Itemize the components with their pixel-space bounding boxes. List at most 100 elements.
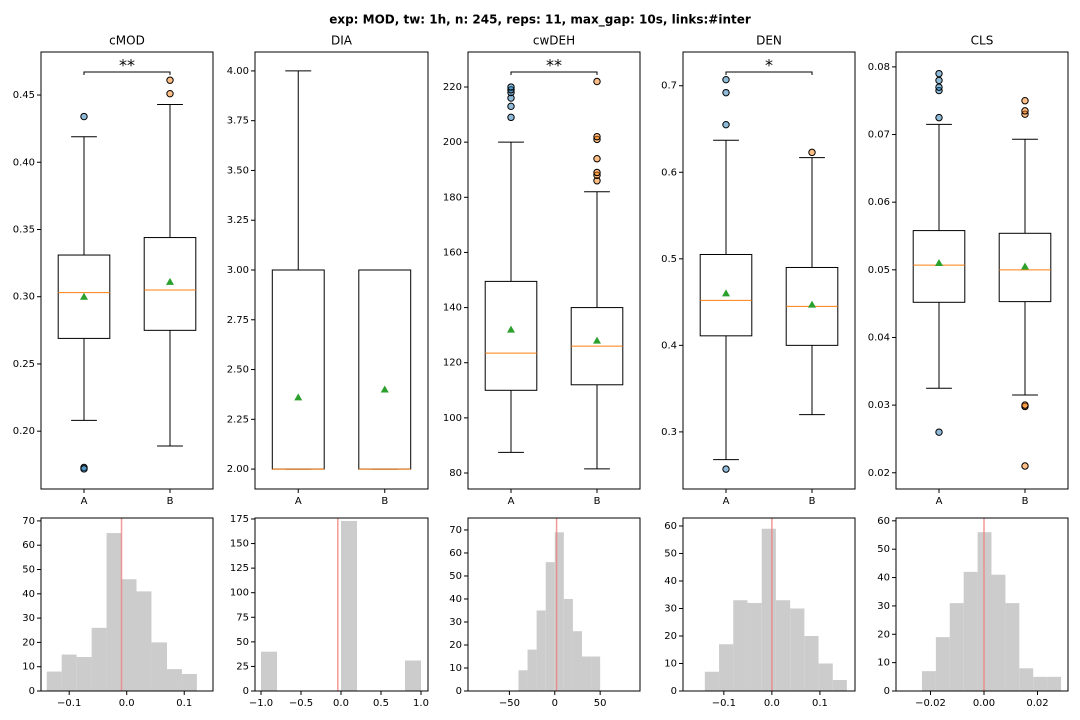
y-tick-label: 150: [230, 539, 249, 550]
outlier: [935, 83, 943, 91]
y-tick-label: 60: [877, 516, 890, 527]
axes-frame: [682, 517, 856, 692]
y-tick-label: 0.08: [868, 62, 890, 73]
outlier: [1021, 107, 1029, 115]
outlier: [166, 89, 174, 98]
outlier: [593, 132, 601, 141]
y-tick-label: 0: [884, 686, 890, 697]
x-tick-label: −50: [499, 698, 520, 709]
mean-marker: [380, 385, 389, 393]
y-tick-label: 60: [449, 548, 462, 559]
y-tick-label: 20: [22, 637, 35, 648]
axes-frame: [467, 517, 641, 692]
outlier: [507, 83, 515, 91]
hist-bar: [1033, 676, 1048, 691]
outlier: [593, 154, 601, 163]
x-tick-label: 1.0: [413, 698, 429, 709]
hist-bar: [76, 656, 92, 691]
hist-bar: [136, 591, 152, 691]
mean-marker: [166, 277, 174, 285]
hist-bar: [818, 663, 833, 691]
y-tick-label: 0.4: [661, 340, 677, 351]
y-tick-label: 0.5: [661, 254, 677, 265]
panel-title: DEN: [756, 34, 782, 48]
x-tick-label: B: [1022, 496, 1029, 507]
y-tick-label: 0.06: [868, 197, 890, 208]
y-tick-label: 40: [22, 589, 35, 600]
outlier: [722, 75, 730, 84]
hist-bar: [151, 642, 167, 691]
x-tick-label: 0.1: [812, 698, 828, 709]
outlier: [507, 113, 515, 122]
hist-bar: [121, 579, 137, 691]
hist-bar: [704, 671, 720, 691]
x-tick-label: −0.5: [289, 698, 313, 709]
hist-bar: [1019, 668, 1034, 691]
outlier: [593, 168, 601, 177]
outlier: [935, 113, 943, 122]
panel-title: CLS: [971, 34, 994, 48]
axes-frame: [40, 51, 214, 490]
x-tick-label: B: [809, 496, 816, 507]
y-tick-label: 70: [22, 516, 35, 527]
hist-bar: [591, 656, 601, 691]
box: [358, 269, 412, 470]
box: [143, 237, 197, 331]
axes-frame: [895, 517, 1069, 692]
y-tick-label: 40: [877, 573, 890, 584]
hist-bar: [554, 532, 564, 691]
y-tick-label: 10: [877, 658, 890, 669]
y-tick-label: 50: [236, 637, 249, 648]
y-tick-label: 3.50: [227, 165, 249, 176]
x-tick-label: −0.02: [915, 698, 946, 709]
y-tick-label: 2.25: [227, 414, 249, 425]
y-tick-label: 20: [664, 631, 677, 642]
y-tick-label: 60: [22, 540, 35, 551]
y-tick-label: 0.40: [13, 157, 35, 168]
panel-title: cMOD: [109, 34, 145, 48]
y-tick-label: 20: [877, 629, 890, 640]
x-tick-label: A: [723, 496, 730, 507]
hist-bar: [963, 571, 978, 691]
y-tick-label: 2.50: [227, 365, 249, 376]
mean-marker: [294, 393, 303, 401]
y-tick-label: 80: [449, 468, 462, 479]
hist-bar: [1047, 676, 1062, 691]
mean-marker: [80, 292, 88, 300]
y-tick-label: 100: [230, 588, 249, 599]
outlier: [1021, 401, 1029, 409]
axes-frame: [467, 51, 641, 490]
y-tick-label: 20: [449, 640, 462, 651]
axes-frame: [895, 51, 1069, 490]
y-tick-label: 2.00: [227, 464, 249, 475]
y-tick-label: 140: [443, 303, 462, 314]
y-tick-label: 0.25: [13, 359, 35, 370]
y-tick-label: 0.03: [868, 400, 890, 411]
x-tick-label: B: [594, 496, 601, 507]
outlier: [166, 76, 174, 84]
y-tick-label: 0: [243, 686, 249, 697]
outlier: [935, 76, 943, 85]
x-tick-label: 50: [594, 698, 607, 709]
hist-bar: [261, 651, 277, 691]
y-tick-label: 0.02: [868, 468, 890, 479]
box: [271, 269, 325, 470]
hist-bar: [582, 656, 592, 691]
y-tick-label: 0.6: [661, 167, 677, 178]
hist-bar: [405, 660, 421, 691]
y-tick-label: 120: [443, 358, 462, 369]
x-tick-label: B: [167, 496, 174, 507]
mean-marker: [1021, 262, 1029, 270]
y-tick-label: 0: [671, 686, 677, 697]
y-tick-label: 40: [449, 594, 462, 605]
hist-bar: [536, 610, 546, 691]
y-tick-label: 50: [664, 548, 677, 559]
y-tick-label: 180: [443, 192, 462, 203]
y-tick-label: 50: [22, 565, 35, 576]
panel-title: DIA: [331, 34, 353, 48]
x-tick-label: −1.0: [249, 698, 273, 709]
y-tick-label: 2.75: [227, 315, 249, 326]
x-tick-label: −0.1: [57, 698, 81, 709]
box: [699, 253, 753, 337]
